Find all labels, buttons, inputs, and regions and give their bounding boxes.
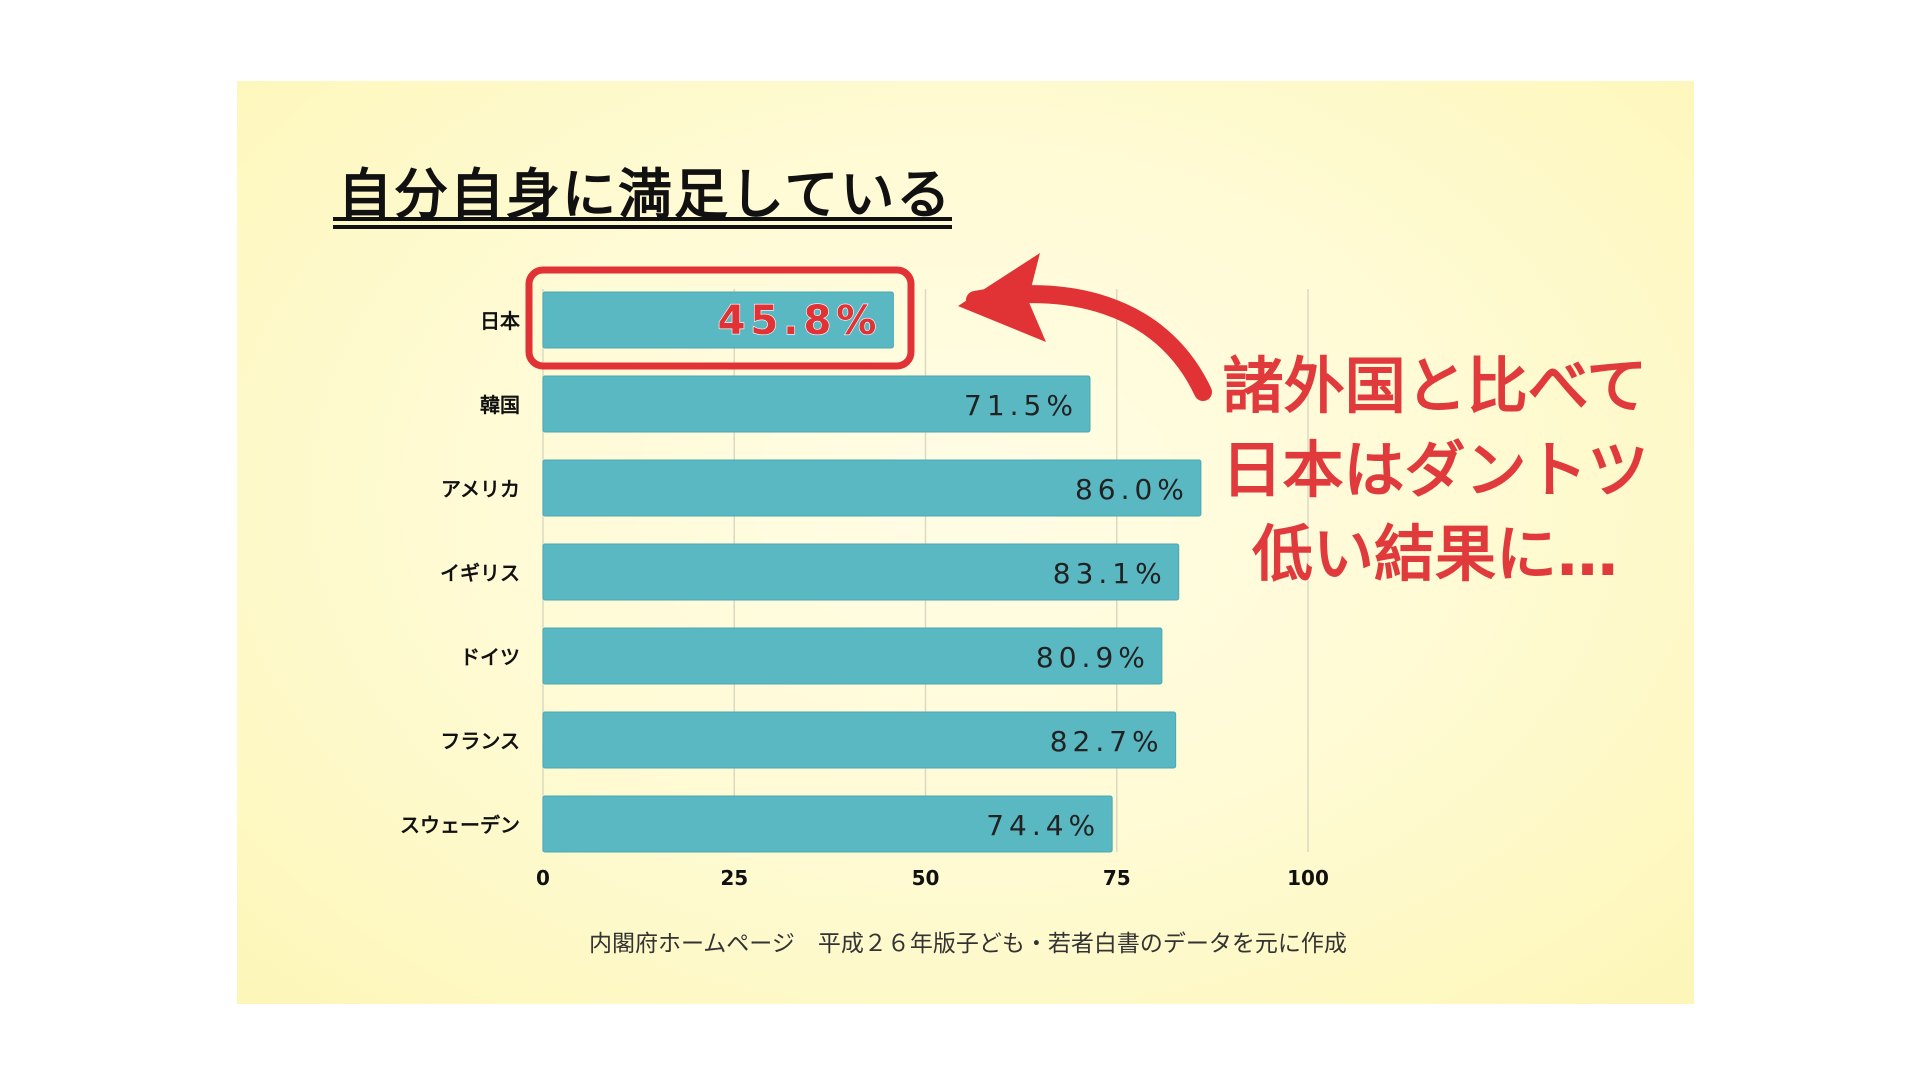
x-tick-label-50: 50: [912, 866, 940, 890]
bar-1: [542, 375, 1091, 433]
category-label-6: スウェーデン: [400, 813, 520, 837]
bar-3: [542, 543, 1180, 601]
callout-text: 諸外国と比べて 日本はダントツ 低い結果に…: [1215, 345, 1655, 597]
category-label-2: アメリカ: [441, 477, 520, 501]
category-label-4: ドイツ: [460, 645, 520, 669]
bar-6: [542, 795, 1113, 853]
category-label-1: 韓国: [480, 393, 520, 417]
callout-line-2: 日本はダントツ: [1221, 435, 1649, 506]
bar-0: [542, 291, 894, 349]
x-tick-label-75: 75: [1103, 866, 1131, 890]
highlight-box: [525, 266, 915, 370]
category-label-0: 日本: [480, 309, 520, 333]
bar-2: [542, 459, 1202, 517]
chart-title: 自分自身に満足している: [338, 163, 953, 226]
callout-line-1: 諸外国と比べて: [1222, 351, 1648, 422]
title-underline: [333, 217, 952, 229]
callout-arrow-head: [958, 253, 1046, 342]
category-label-3: イギリス: [440, 561, 520, 585]
bar-4: [542, 627, 1163, 685]
value-label-2: 86.0%: [1075, 473, 1189, 506]
x-tick-label-0: 0: [536, 866, 550, 890]
source-note: 内閣府ホームページ 平成２６年版子ども・若者白書のデータを元に作成: [589, 931, 1347, 957]
value-label-0: 45.8%: [718, 298, 882, 344]
x-tick-label-25: 25: [720, 866, 748, 890]
bar-5: [542, 711, 1177, 769]
value-label-4: 80.9%: [1036, 641, 1150, 674]
x-tick-label-100: 100: [1287, 866, 1329, 890]
value-label-6: 74.4%: [986, 809, 1100, 842]
value-label-1: 71.5%: [964, 389, 1078, 422]
category-label-5: フランス: [440, 729, 520, 753]
callout-line-3: 低い結果に…: [1251, 519, 1618, 590]
value-label-5: 82.7%: [1050, 725, 1164, 758]
value-label-3: 83.1%: [1053, 557, 1167, 590]
